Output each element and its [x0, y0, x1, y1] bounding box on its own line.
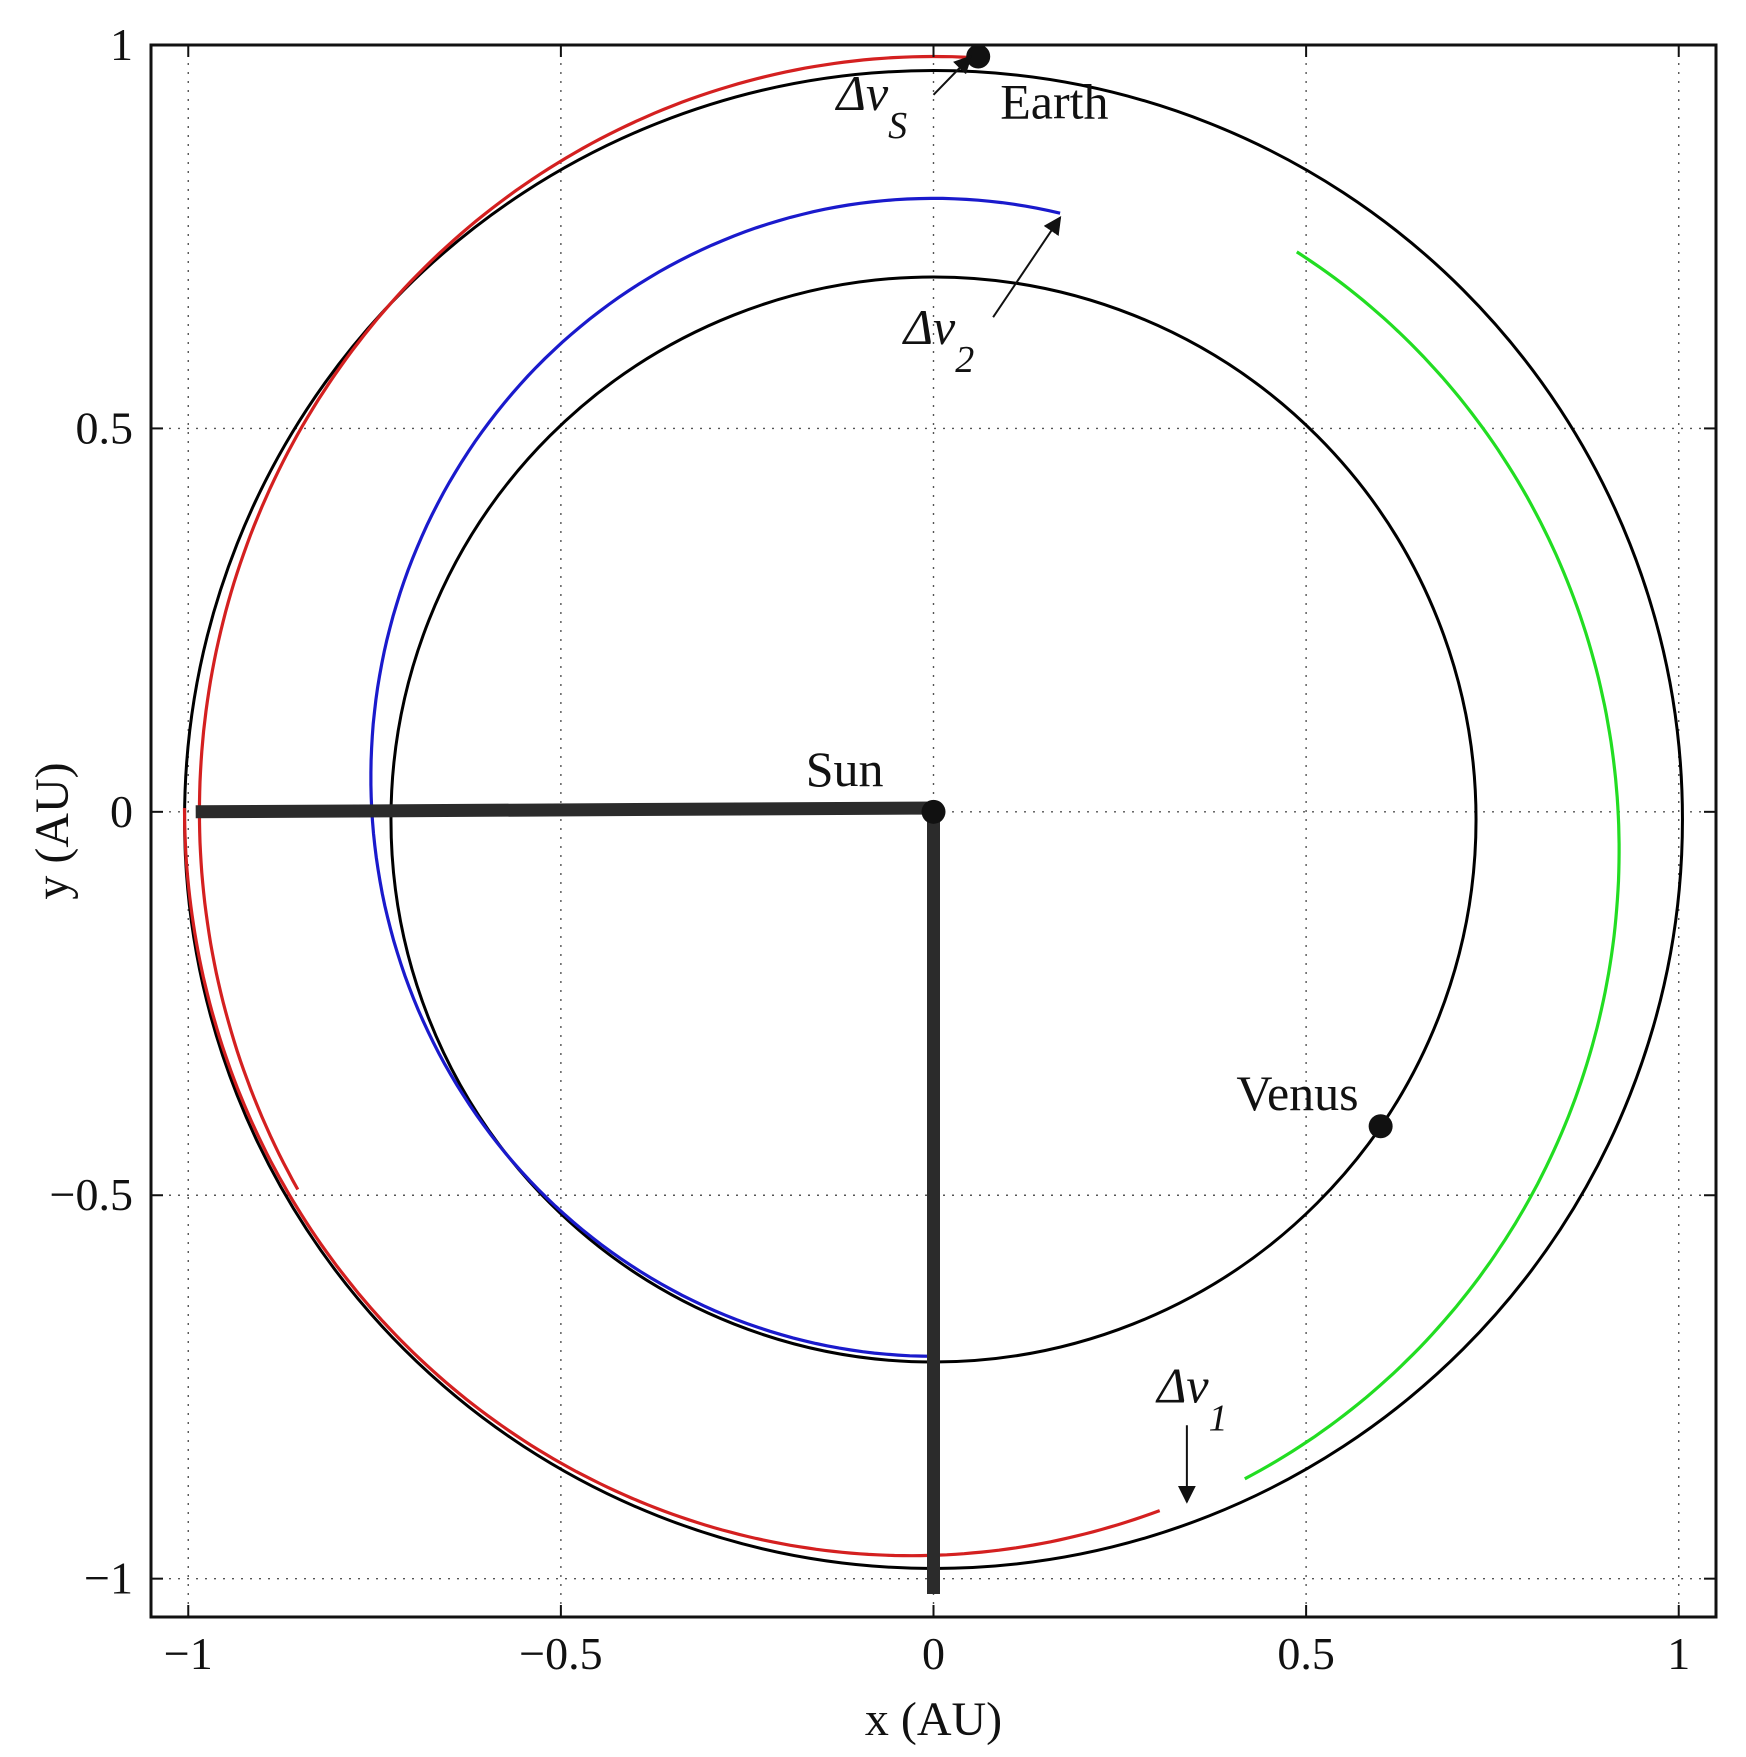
delta-v-subscript: 1 — [1209, 1397, 1228, 1439]
venus-label: Venus — [1236, 1065, 1358, 1121]
delta-v-label: Δv1 — [1155, 1357, 1228, 1439]
delta-v-subscript: S — [888, 105, 907, 147]
y-tick-label: −0.5 — [50, 1169, 133, 1220]
y-tick-label: −1 — [84, 1553, 133, 1604]
transfer-arc — [197, 54, 972, 1191]
transfer-arc — [369, 196, 1061, 1358]
annotations-layer: ΔvS Δv2 Δv1 — [835, 55, 1228, 1504]
sun-label: Sun — [806, 741, 884, 797]
earth-label: Earth — [1000, 74, 1108, 130]
transfer-arc — [182, 807, 1161, 1558]
delta-v-arrow — [932, 55, 973, 96]
delta-v-label: ΔvS — [835, 65, 908, 147]
series-layer — [182, 54, 1684, 1594]
y-tick-label: 1 — [110, 19, 133, 70]
x-axis-label: x (AU) — [865, 1693, 1002, 1746]
sun-marker — [921, 799, 946, 824]
y-axis-label: y (AU) — [26, 762, 79, 899]
x-tick-label: −1 — [164, 1628, 213, 1679]
transfer-arc — [1244, 250, 1621, 1481]
delta-v-arrow — [992, 216, 1062, 318]
x-tick-label: −0.5 — [519, 1628, 602, 1679]
venus-marker — [1368, 1114, 1393, 1139]
x-tick-label: 0.5 — [1277, 1628, 1335, 1679]
y-tick-label: 0 — [110, 786, 133, 837]
earth-marker — [966, 44, 991, 69]
grid — [151, 44, 1716, 1617]
points-layer: Sun Earth Venus — [806, 44, 1393, 1139]
delta-v-subscript: 2 — [955, 339, 974, 381]
ticks-layer: −1 −0.5 0 0.5 1 1 0.5 0 −0.5 −1 — [50, 19, 1716, 1679]
y-tick-label: 0.5 — [76, 402, 134, 453]
delta-v-label: Δv2 — [902, 299, 975, 381]
reference-axes-lines — [195, 801, 940, 1594]
x-tick-label: 0 — [922, 1628, 945, 1679]
x-tick-label: 1 — [1667, 1628, 1690, 1679]
